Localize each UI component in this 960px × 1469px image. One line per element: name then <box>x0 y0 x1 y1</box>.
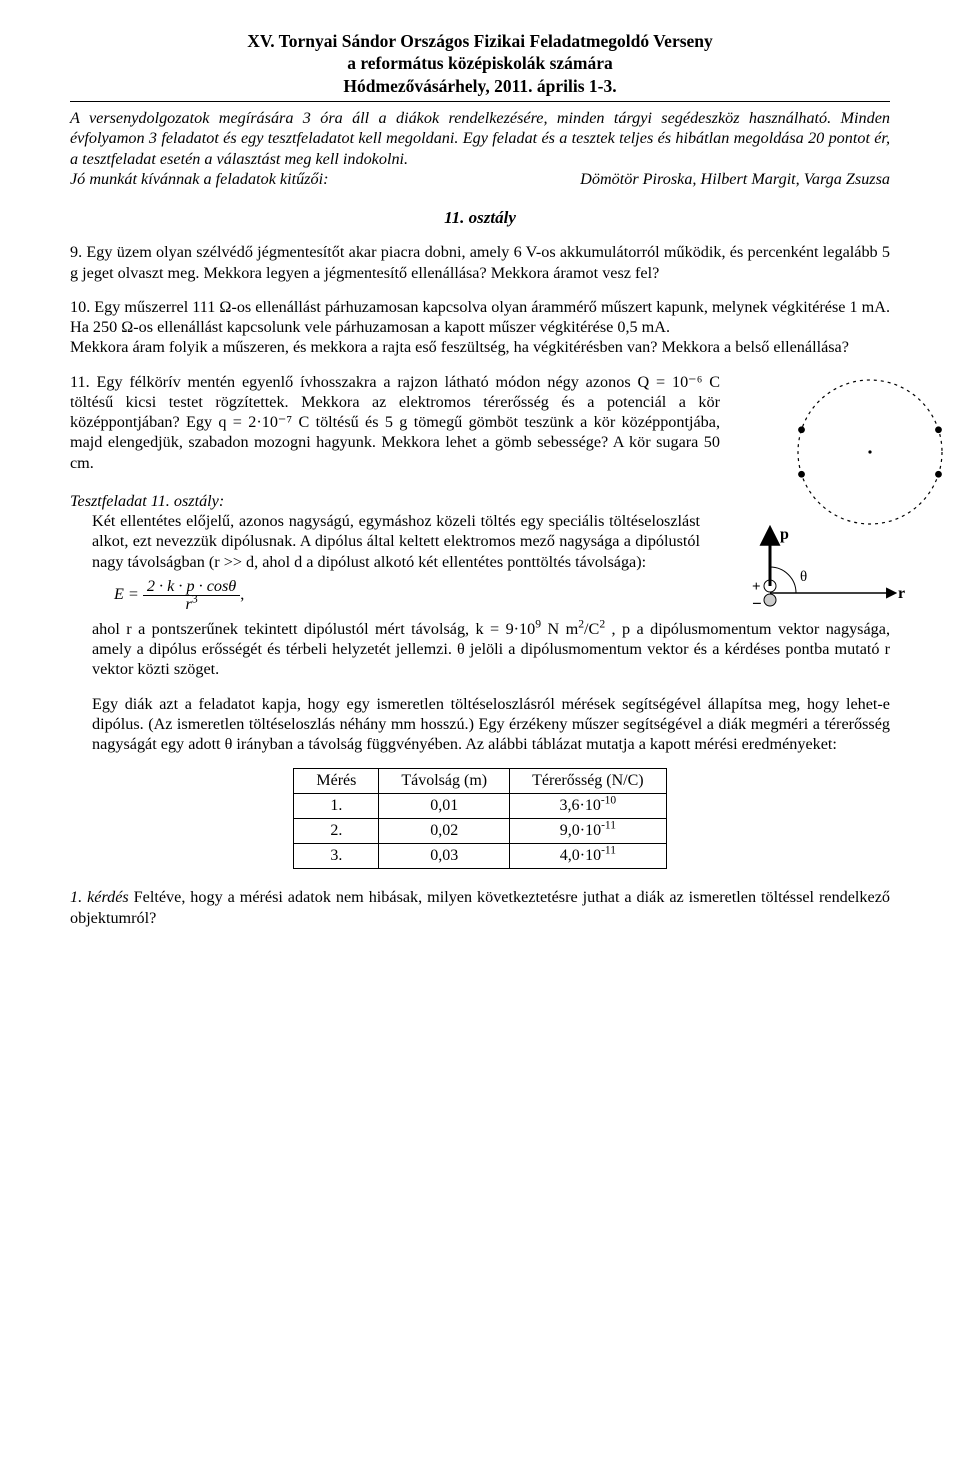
dipole-diagram: +− p r θ <box>735 521 905 636</box>
intro-block: A versenydolgozatok megírására 3 óra áll… <box>70 108 890 189</box>
question-1-text: Feltéve, hogy a mérési adatok nem hibása… <box>70 888 890 926</box>
test-body-3: Egy diák azt a feladatot kapja, hogy egy… <box>92 694 890 755</box>
table-row: 1.0,013,6·10-10 <box>294 794 666 819</box>
formula-tail: , <box>240 585 244 603</box>
formula-lhs: E = <box>114 585 139 603</box>
question-1: 1. kérdés Feltéve, hogy a mérési adatok … <box>70 887 890 928</box>
problem-10-text-a: Egy műszerrel 111 Ω-os ellenállást párhu… <box>70 298 890 336</box>
col-header-tererosseg: Térerősség (N/C) <box>510 769 667 794</box>
table-cell: 0,02 <box>379 819 510 844</box>
intro-authors-right: Dömötör Piroska, Hilbert Margit, Varga Z… <box>580 169 890 189</box>
problem-9-number: 9. <box>70 243 82 261</box>
header-rule <box>70 101 890 102</box>
col-header-meres: Mérés <box>294 769 379 794</box>
intro-authors-left: Jó munkát kívánnak a feladatok kitűzői: <box>70 169 328 189</box>
svg-text:−: − <box>752 594 762 613</box>
problem-10: 10. Egy műszerrel 111 Ω-os ellenállást p… <box>70 297 890 358</box>
problem-11: 11. Egy félkörív mentén egyenlő ívhossza… <box>70 372 890 473</box>
test-title: Tesztfeladat 11. osztály: <box>70 491 890 511</box>
svg-text:r: r <box>898 585 905 602</box>
problem-11-number: 11. <box>70 373 90 391</box>
test-body-1: Két ellentétes előjelű, azonos nagyságú,… <box>92 512 700 571</box>
problem-9: 9. Egy üzem olyan szélvédő jégmentesítőt… <box>70 242 890 283</box>
problem-10-text-b: Mekkora áram folyik a műszeren, és mekko… <box>70 337 890 357</box>
col-header-tavolsag: Távolság (m) <box>379 769 510 794</box>
measurement-table: Mérés Távolság (m) Térerősség (N/C) 1.0,… <box>293 768 666 869</box>
table-cell: 1. <box>294 794 379 819</box>
page-header: XV. Tornyai Sándor Országos Fizikai Fela… <box>70 30 890 97</box>
header-line-1: XV. Tornyai Sándor Országos Fizikai Fela… <box>70 30 890 52</box>
problem-11-text: Egy félkörív mentén egyenlő ívhosszakra … <box>70 373 720 472</box>
section-title: 11. osztály <box>70 207 890 228</box>
table-cell: 0,03 <box>379 844 510 869</box>
table-cell: 4,0·10-11 <box>510 844 667 869</box>
intro-text: A versenydolgozatok megírására 3 óra áll… <box>70 109 890 168</box>
header-line-3: Hódmezővásárhely, 2011. április 1-3. <box>70 75 890 97</box>
problem-10-number: 10. <box>70 298 90 316</box>
table-cell: 3. <box>294 844 379 869</box>
svg-text:+: + <box>752 579 761 595</box>
table-cell: 2. <box>294 819 379 844</box>
table-cell: 9,0·10-11 <box>510 819 667 844</box>
header-line-2: a református középiskolák számára <box>70 52 890 74</box>
problem-9-text: Egy üzem olyan szélvédő jégmentesítőt ak… <box>70 243 890 281</box>
svg-text:θ: θ <box>800 569 807 585</box>
svg-text:p: p <box>780 526 789 543</box>
table-cell: 3,6·10-10 <box>510 794 667 819</box>
table-cell: 0,01 <box>379 794 510 819</box>
table-row: 3.0,034,0·10-11 <box>294 844 666 869</box>
table-row: 2.0,029,0·10-11 <box>294 819 666 844</box>
test-block: Két ellentétes előjelű, azonos nagyságú,… <box>92 511 890 680</box>
formula-denominator: r3 <box>143 596 240 613</box>
question-1-label: 1. kérdés <box>70 888 129 906</box>
